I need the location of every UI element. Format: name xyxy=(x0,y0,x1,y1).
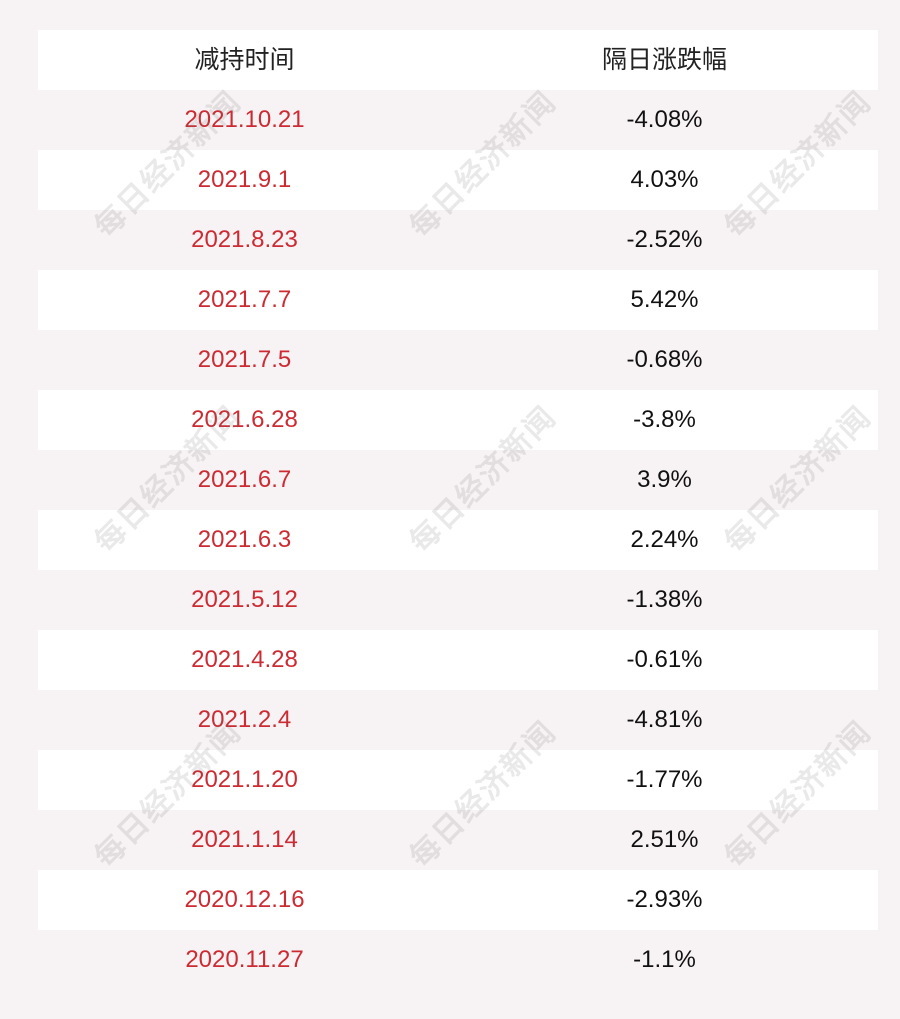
table-row: 2020.12.16 -2.93% xyxy=(38,870,878,930)
row-date: 2021.6.3 xyxy=(197,526,292,553)
row-change: 2.51% xyxy=(630,826,699,853)
row-date: 2021.9.1 xyxy=(197,166,292,193)
row-date: 2021.7.7 xyxy=(197,286,292,313)
table-row: 2021.8.23 -2.52% xyxy=(38,210,878,270)
row-change: -1.38% xyxy=(626,586,703,613)
row-date: 2020.12.16 xyxy=(184,886,305,913)
row-change: -2.52% xyxy=(626,226,703,253)
table-row: 2021.5.12 -1.38% xyxy=(38,570,878,630)
table-row: 2021.6.7 3.9% xyxy=(38,450,878,510)
row-change: -3.8% xyxy=(633,406,696,433)
row-change: -0.61% xyxy=(626,646,703,673)
row-change: -1.77% xyxy=(626,766,703,793)
row-date: 2021.7.5 xyxy=(197,346,292,373)
row-change: 3.9% xyxy=(637,466,692,493)
table-header: 减持时间 隔日涨跌幅 xyxy=(38,30,878,90)
table-row: 2021.2.4 -4.81% xyxy=(38,690,878,750)
row-change: 4.03% xyxy=(630,166,699,193)
data-table: 减持时间 隔日涨跌幅 2021.10.21 -4.08% 2021.9.1 4.03%… xyxy=(38,30,878,990)
row-change: -1.1% xyxy=(633,946,696,973)
row-date: 2021.2.4 xyxy=(197,706,292,733)
table-row: 2021.1.14 2.51% xyxy=(38,810,878,870)
table-row: 2021.7.5 -0.68% xyxy=(38,330,878,390)
table-row: 2021.6.3 2.24% xyxy=(38,510,878,570)
row-change: -0.68% xyxy=(626,346,703,373)
row-change: 5.42% xyxy=(630,286,699,313)
column-header-change: 隔日涨跌幅 xyxy=(601,45,727,74)
row-date: 2021.5.12 xyxy=(191,586,298,613)
table-body: 2021.10.21 -4.08% 2021.9.1 4.03% 2021.8.23 -2… xyxy=(38,90,878,990)
column-header-date: 减持时间 xyxy=(194,45,295,74)
row-change: -4.81% xyxy=(626,706,703,733)
table-row: 2021.4.28 -0.61% xyxy=(38,630,878,690)
table-row: 2021.9.1 4.03% xyxy=(38,150,878,210)
row-date: 2021.10.21 xyxy=(184,106,305,133)
table-row: 2021.6.28 -3.8% xyxy=(38,390,878,450)
row-date: 2021.6.28 xyxy=(191,406,298,433)
row-change: 2.24% xyxy=(630,526,699,553)
row-date: 2021.6.7 xyxy=(197,466,292,493)
row-date: 2021.8.23 xyxy=(191,226,298,253)
row-change: -4.08% xyxy=(626,106,703,133)
row-date: 2021.1.14 xyxy=(191,826,298,853)
row-change: -2.93% xyxy=(626,886,703,913)
row-date: 2021.4.28 xyxy=(191,646,298,673)
row-date: 2020.11.27 xyxy=(185,946,304,973)
row-date: 2021.1.20 xyxy=(191,766,298,793)
table-row: 2021.10.21 -4.08% xyxy=(38,90,878,150)
table-row: 2020.11.27 -1.1% xyxy=(38,930,878,990)
table-row: 2021.7.7 5.42% xyxy=(38,270,878,330)
table-row: 2021.1.20 -1.77% xyxy=(38,750,878,810)
